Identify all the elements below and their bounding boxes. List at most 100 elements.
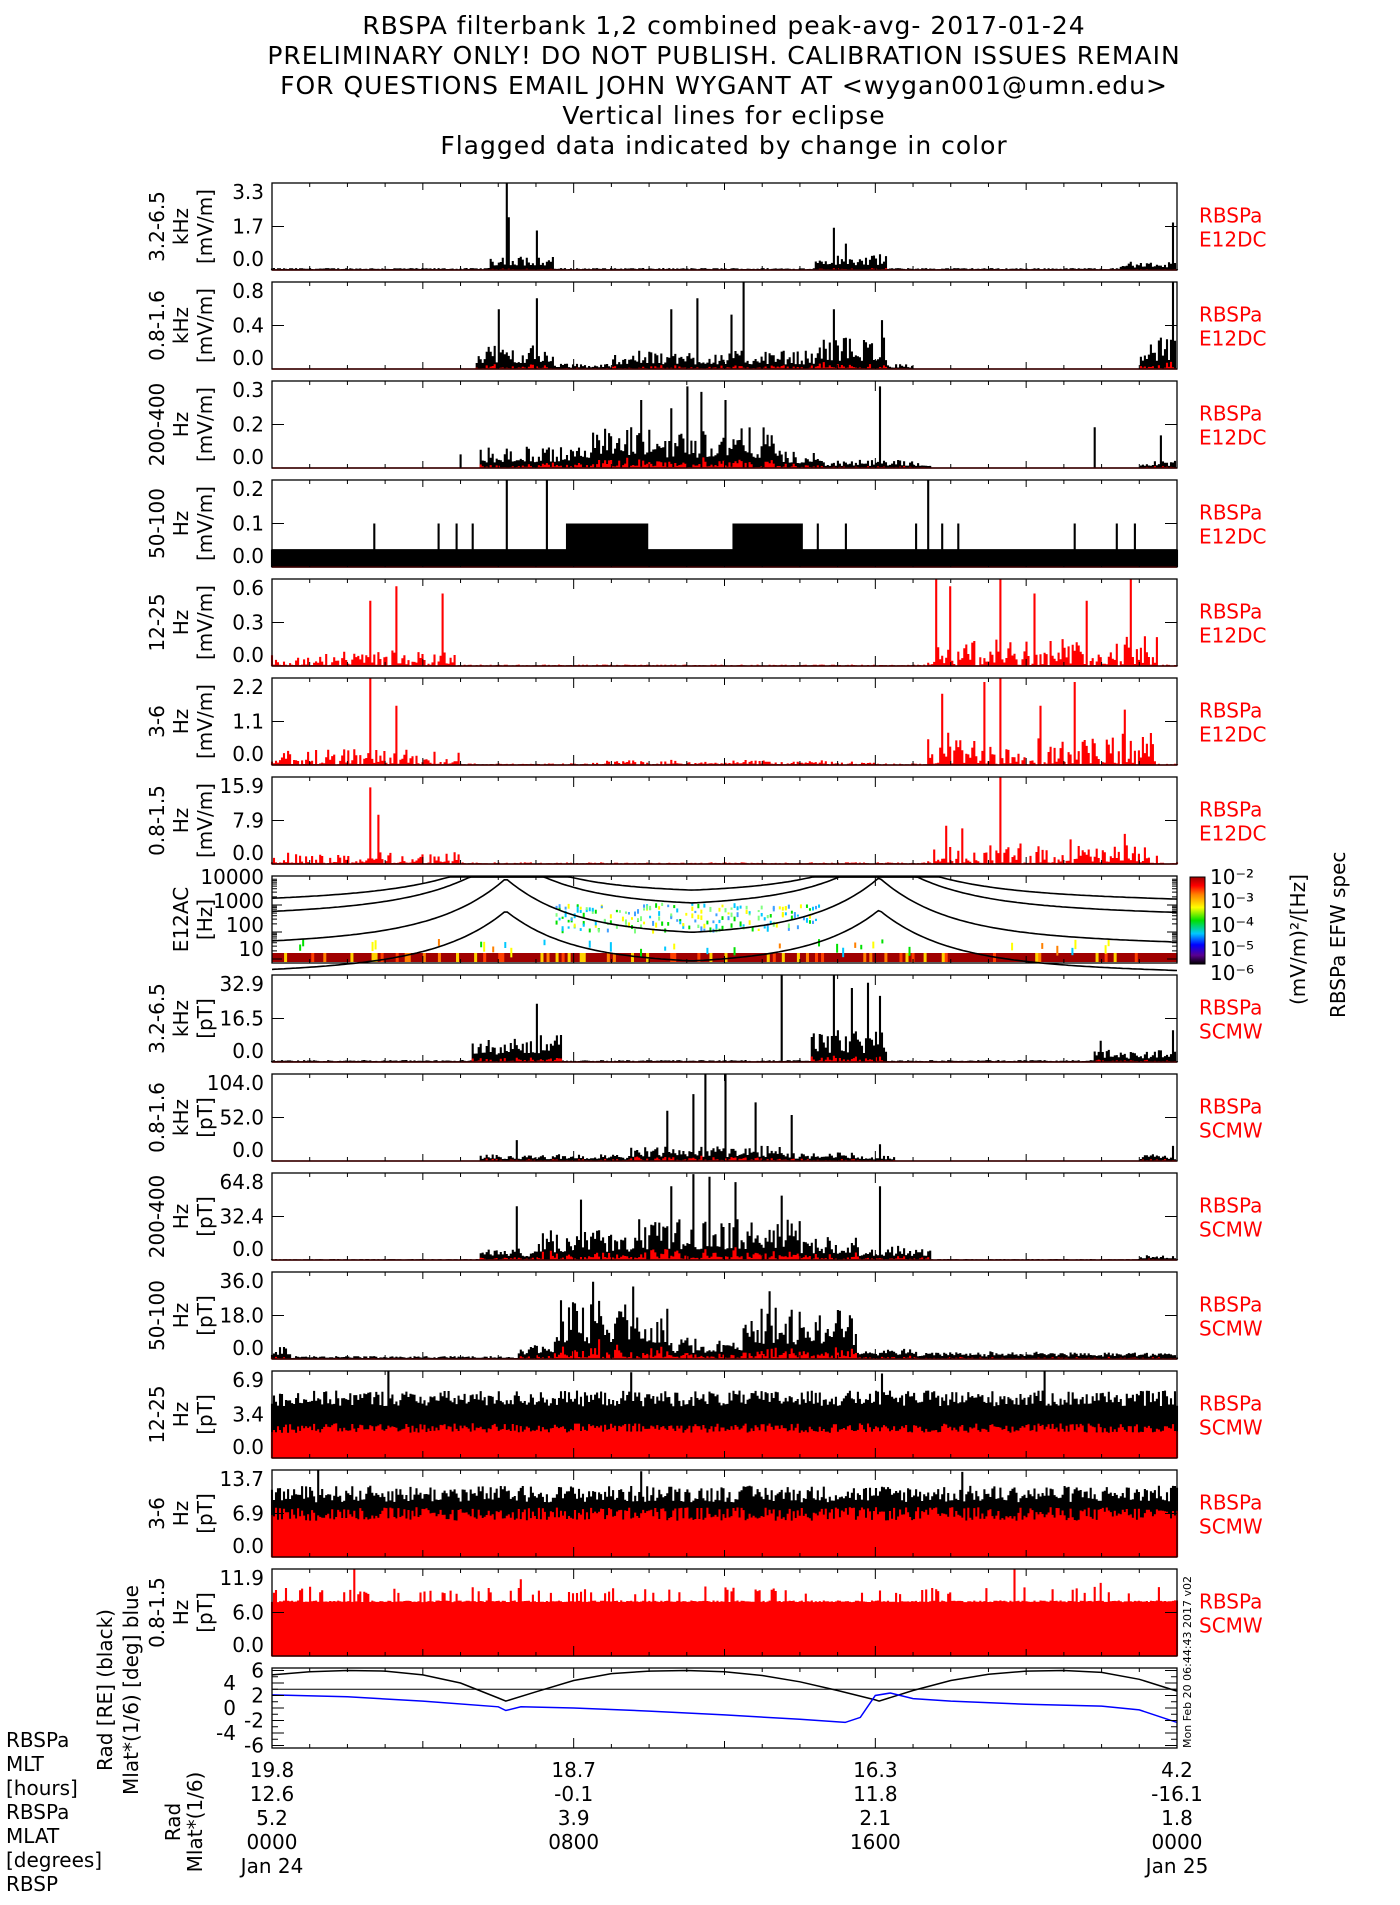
spectrogram-cell (323, 953, 327, 962)
spectrogram-cell (685, 912, 688, 916)
spectrogram-cell (769, 953, 774, 962)
spectrogram-cell (567, 919, 570, 923)
spectrogram-cell (1044, 953, 1048, 962)
spectrogram-cell (796, 925, 799, 930)
spectrogram-cell (1011, 942, 1014, 951)
spectrogram-cell (805, 904, 808, 908)
spectrogram-cell (721, 904, 724, 908)
spectrogram-cell (561, 953, 566, 962)
spectrogram-cell (851, 953, 855, 962)
spectrogram-cell (815, 905, 817, 910)
spectrogram-cell (359, 953, 364, 962)
spectrogram-cell (634, 928, 636, 934)
y-axis-label: E12AC (169, 887, 193, 952)
spectrogram-cell (627, 922, 630, 927)
spectrogram-cell (703, 953, 707, 962)
spectrogram-cell (640, 948, 643, 957)
spectrogram-cell (615, 953, 620, 962)
colorbar-gradient (1189, 876, 1206, 965)
x-row-label: MLT (6, 1752, 45, 1776)
spectrogram-cell (730, 907, 733, 910)
spectrogram-cell (679, 920, 682, 925)
spectrogram-cell (1104, 953, 1109, 962)
spectrogram-cell (576, 905, 579, 911)
spectrogram-cell (956, 953, 961, 962)
y-tick-label: -6 (244, 1734, 264, 1758)
spectrogram-cell (1017, 953, 1021, 962)
spectrogram-cell (299, 944, 302, 951)
y-axis-label: 3-6 (145, 1497, 169, 1530)
colorbar-tick: 10⁻⁵ (1210, 937, 1254, 961)
spectrogram-cell (667, 922, 670, 926)
spectrogram-cell (679, 918, 682, 922)
spectrogram-cell (281, 953, 285, 962)
spectrogram-cell (609, 953, 614, 962)
spectrogram-cell (374, 953, 379, 962)
spectrogram-cell (673, 905, 676, 909)
spectrogram-cell (733, 916, 736, 922)
spectrogram-cell (739, 921, 742, 926)
spectrogram-cell (679, 953, 683, 962)
y-axis-label: Hz (169, 808, 193, 834)
spectrogram-cell (842, 947, 845, 958)
spectrogram-cell (899, 953, 904, 962)
spectrogram-cell (1158, 953, 1163, 962)
spectrogram-cell (410, 953, 415, 962)
spectrogram-cell (634, 911, 636, 917)
spectrogram-cell (977, 953, 982, 962)
spectrogram-cell (787, 953, 792, 962)
spectrogram-cell (1038, 953, 1042, 962)
spectrogram-cell (763, 953, 768, 962)
y-tick-label: 0.0 (232, 247, 264, 271)
spectrogram-cell (661, 953, 665, 962)
spectrogram-cell (275, 953, 279, 962)
y-axis-label: Hz (169, 709, 193, 735)
spectrogram-cell (706, 953, 711, 962)
spectrogram-cell (576, 953, 581, 962)
spectrogram-cell (456, 953, 460, 962)
spectrogram-cell (1005, 953, 1009, 962)
spectrogram-cell (546, 953, 551, 962)
instrument-label: RBSPa (1199, 402, 1262, 426)
spectrogram-cell (926, 953, 931, 962)
spectrogram-cell (1155, 953, 1160, 962)
figure-title: RBSPA filterbank 1,2 combined peak-avg- … (267, 11, 1179, 160)
spectrogram-cell (637, 909, 640, 914)
series-primary (270, 1174, 1179, 1260)
spectrogram-cell (781, 913, 784, 918)
spectrogram-cell (615, 924, 618, 929)
spectrogram-cell (836, 953, 840, 962)
spectrogram-cell (751, 953, 756, 962)
spectrogram-cell (661, 902, 664, 907)
y-axis-label: 50-100 (145, 488, 169, 559)
spectrogram-cell (600, 905, 603, 909)
y-tick-label: 2.2 (232, 675, 264, 699)
spectrogram-cell (763, 917, 766, 921)
instrument-label: RBSPa (1199, 600, 1262, 624)
spectrogram-cell (694, 910, 697, 914)
spectrogram-cell (558, 904, 561, 910)
spectrogram-cell (588, 953, 593, 962)
x-tick-label: 1600 (850, 1830, 901, 1854)
spectrogram-cell (655, 953, 659, 962)
spectrogram-cell (525, 953, 530, 962)
spectrogram-cell (712, 920, 715, 924)
instrument-label: E12DC (1199, 624, 1266, 648)
instrument-label: RBSPa (1199, 1194, 1262, 1218)
spectrogram-cell (730, 912, 733, 918)
spectrogram-cell (1107, 953, 1112, 962)
spectrogram-cell (869, 953, 873, 962)
spectrogram-cell (670, 913, 673, 918)
spectrogram-cell (733, 947, 736, 956)
spectrogram-cell (775, 923, 778, 928)
y-axis-label: 200-400 (145, 383, 169, 467)
y-axis-label: [mV/m] (193, 684, 217, 759)
y-tick-label: 0.1 (232, 512, 264, 536)
spectrogram-cell (558, 907, 561, 911)
spectrogram-cell (760, 953, 765, 962)
